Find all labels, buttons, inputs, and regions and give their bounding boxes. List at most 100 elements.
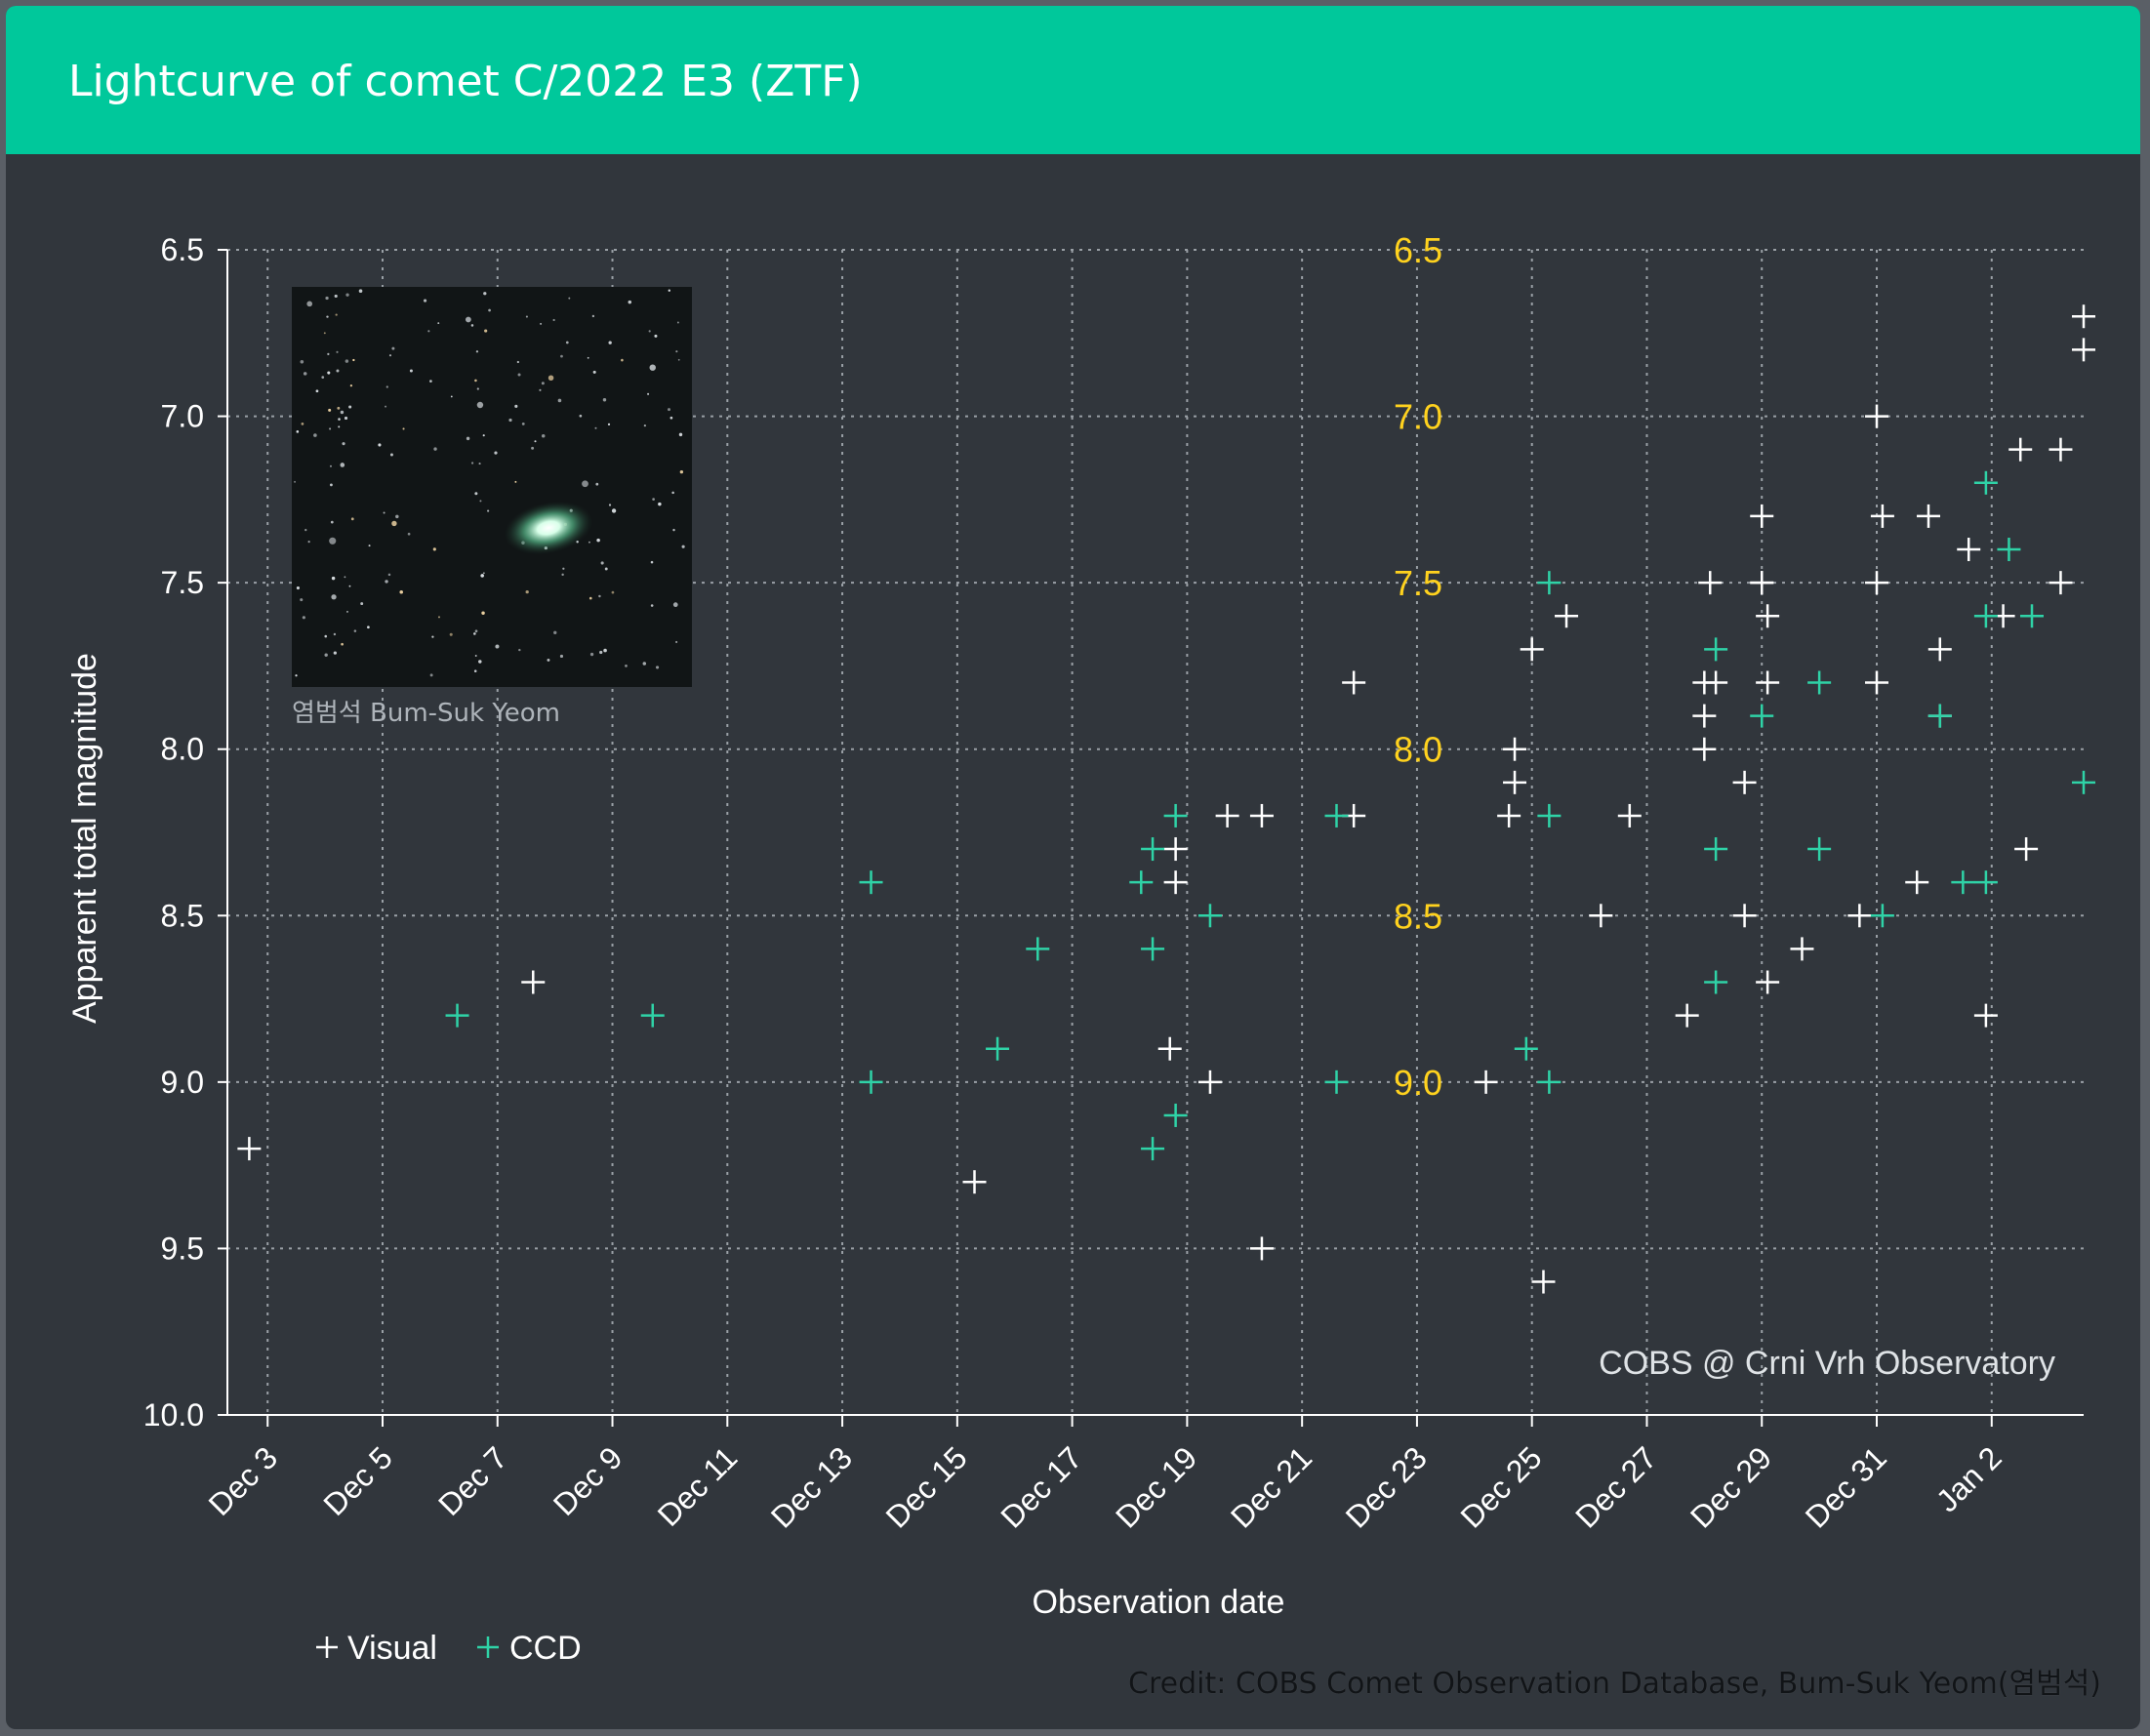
visual-point xyxy=(1732,770,1757,794)
star-dot xyxy=(560,354,563,358)
star-dot xyxy=(466,436,470,441)
star-dot xyxy=(650,560,654,564)
star-dot xyxy=(600,561,604,565)
ccd-point xyxy=(1163,803,1188,828)
star-dot xyxy=(552,318,555,322)
star-dot xyxy=(521,422,525,425)
star-dot xyxy=(559,654,564,659)
star-dot xyxy=(437,322,440,325)
star-dot xyxy=(592,370,596,374)
star-dot xyxy=(643,424,646,427)
y-tick-label: 10.0 xyxy=(143,1397,204,1433)
credit-line: Credit: COBS Comet Observation Database,… xyxy=(1128,1667,2101,1701)
visual-point xyxy=(1847,904,1872,928)
star-dot xyxy=(367,626,370,629)
star-dot xyxy=(325,296,329,301)
star-dot xyxy=(358,289,363,293)
ccd-point xyxy=(1704,637,1728,662)
star-dot xyxy=(476,387,479,390)
ccd-point xyxy=(1973,604,1998,628)
ccd-point xyxy=(1026,937,1050,961)
legend-ccd-label: CCD xyxy=(509,1630,582,1667)
star-dot xyxy=(345,293,349,297)
star-dot xyxy=(479,500,482,503)
visual-point xyxy=(1927,637,1952,662)
star-dot xyxy=(326,315,329,318)
ccd-point xyxy=(1197,904,1222,928)
star-dot xyxy=(449,632,453,636)
star-dot xyxy=(307,541,310,544)
ccd-point xyxy=(1141,937,1165,961)
star-dot xyxy=(677,358,680,361)
star-dot xyxy=(478,463,481,465)
star-dot xyxy=(603,648,607,653)
x-axis-label: Observation date xyxy=(1033,1584,1285,1621)
star-dot xyxy=(321,376,325,379)
visual-point xyxy=(521,970,546,994)
watermark: COBS @ Crni Vrh Observatory xyxy=(1599,1345,2055,1382)
star-dot xyxy=(557,398,562,403)
y-tick-label: 6.5 xyxy=(161,232,204,267)
visual-point xyxy=(1215,803,1239,828)
star-dot xyxy=(484,329,488,333)
x-tick-label: Dec 11 xyxy=(651,1439,744,1532)
star-dot xyxy=(378,443,382,447)
header-bar: Lightcurve of comet C/2022 E3 (ZTF) xyxy=(6,6,2140,154)
star-dot xyxy=(385,385,388,388)
star-dot xyxy=(350,517,354,521)
star-dot xyxy=(668,289,670,292)
star-dot xyxy=(675,640,678,644)
visual-point xyxy=(1704,670,1728,695)
star-dot xyxy=(547,658,550,662)
star-dot xyxy=(331,576,336,581)
x-tick-label: Dec 23 xyxy=(1339,1439,1434,1534)
star-dot xyxy=(676,321,679,324)
star-dot xyxy=(395,514,399,519)
star-dot xyxy=(399,589,403,594)
visual-point xyxy=(1973,1003,1998,1028)
star-dot xyxy=(470,462,474,464)
y-inner-label: 9.0 xyxy=(1394,1063,1442,1103)
ccd-point xyxy=(1750,704,1774,728)
ccd-point xyxy=(1129,870,1154,895)
star-dot xyxy=(548,375,554,381)
star-dot xyxy=(465,316,471,323)
star-dot xyxy=(427,330,430,333)
star-dot xyxy=(539,388,542,391)
star-dot xyxy=(300,598,304,602)
x-tick-label: Dec 25 xyxy=(1453,1439,1548,1534)
ccd-point xyxy=(1537,1070,1562,1094)
star-dot xyxy=(655,666,660,669)
star-dot xyxy=(482,572,485,575)
star-dot xyxy=(349,384,353,387)
star-dot xyxy=(650,604,654,607)
ccd-point xyxy=(445,1003,469,1028)
visual-point xyxy=(1197,1070,1222,1094)
x-tick-label: Dec 13 xyxy=(764,1439,859,1534)
star-dot xyxy=(648,330,651,333)
star-dot xyxy=(387,573,391,577)
star-dot xyxy=(474,379,477,383)
star-dot xyxy=(337,406,341,410)
ccd-point xyxy=(2072,770,2095,794)
visual-point xyxy=(1865,670,1889,695)
star-dot xyxy=(476,401,484,409)
y-inner-label: 7.0 xyxy=(1394,397,1442,437)
star-dot xyxy=(323,332,326,335)
visual-point xyxy=(1531,1270,1556,1294)
x-tick-label: Dec 29 xyxy=(1683,1439,1778,1534)
star-dot xyxy=(587,356,589,359)
visual-point xyxy=(1692,737,1717,761)
star-dot xyxy=(407,532,411,536)
star-dot xyxy=(329,537,337,545)
star-dot xyxy=(588,596,592,600)
star-dot xyxy=(437,616,440,619)
visual-point xyxy=(1503,770,1527,794)
star-dot xyxy=(391,520,397,527)
visual-point xyxy=(1732,904,1757,928)
star-dot xyxy=(508,418,512,423)
star-dot xyxy=(341,642,344,646)
star-dot xyxy=(534,440,537,443)
star-dot xyxy=(340,463,345,467)
star-dot xyxy=(514,480,517,483)
